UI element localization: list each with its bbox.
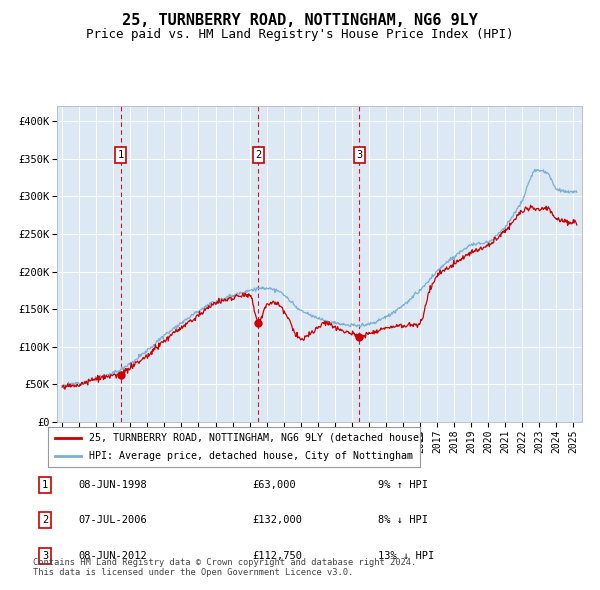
Text: £132,000: £132,000 <box>252 516 302 525</box>
Text: 1: 1 <box>42 480 48 490</box>
Text: £112,750: £112,750 <box>252 551 302 560</box>
Text: 08-JUN-2012: 08-JUN-2012 <box>78 551 147 560</box>
Text: 9% ↑ HPI: 9% ↑ HPI <box>378 480 428 490</box>
Text: 3: 3 <box>42 551 48 560</box>
Text: 2: 2 <box>255 150 262 160</box>
Text: HPI: Average price, detached house, City of Nottingham: HPI: Average price, detached house, City… <box>89 451 413 461</box>
Text: 25, TURNBERRY ROAD, NOTTINGHAM, NG6 9LY: 25, TURNBERRY ROAD, NOTTINGHAM, NG6 9LY <box>122 13 478 28</box>
Text: 25, TURNBERRY ROAD, NOTTINGHAM, NG6 9LY (detached house): 25, TURNBERRY ROAD, NOTTINGHAM, NG6 9LY … <box>89 433 425 443</box>
Text: 13% ↓ HPI: 13% ↓ HPI <box>378 551 434 560</box>
Text: Contains HM Land Registry data © Crown copyright and database right 2024.
This d: Contains HM Land Registry data © Crown c… <box>33 558 416 577</box>
Text: 1: 1 <box>118 150 124 160</box>
Text: Price paid vs. HM Land Registry's House Price Index (HPI): Price paid vs. HM Land Registry's House … <box>86 28 514 41</box>
Text: 8% ↓ HPI: 8% ↓ HPI <box>378 516 428 525</box>
Text: 07-JUL-2006: 07-JUL-2006 <box>78 516 147 525</box>
Text: 3: 3 <box>356 150 362 160</box>
Text: 08-JUN-1998: 08-JUN-1998 <box>78 480 147 490</box>
Text: £63,000: £63,000 <box>252 480 296 490</box>
Text: 2: 2 <box>42 516 48 525</box>
